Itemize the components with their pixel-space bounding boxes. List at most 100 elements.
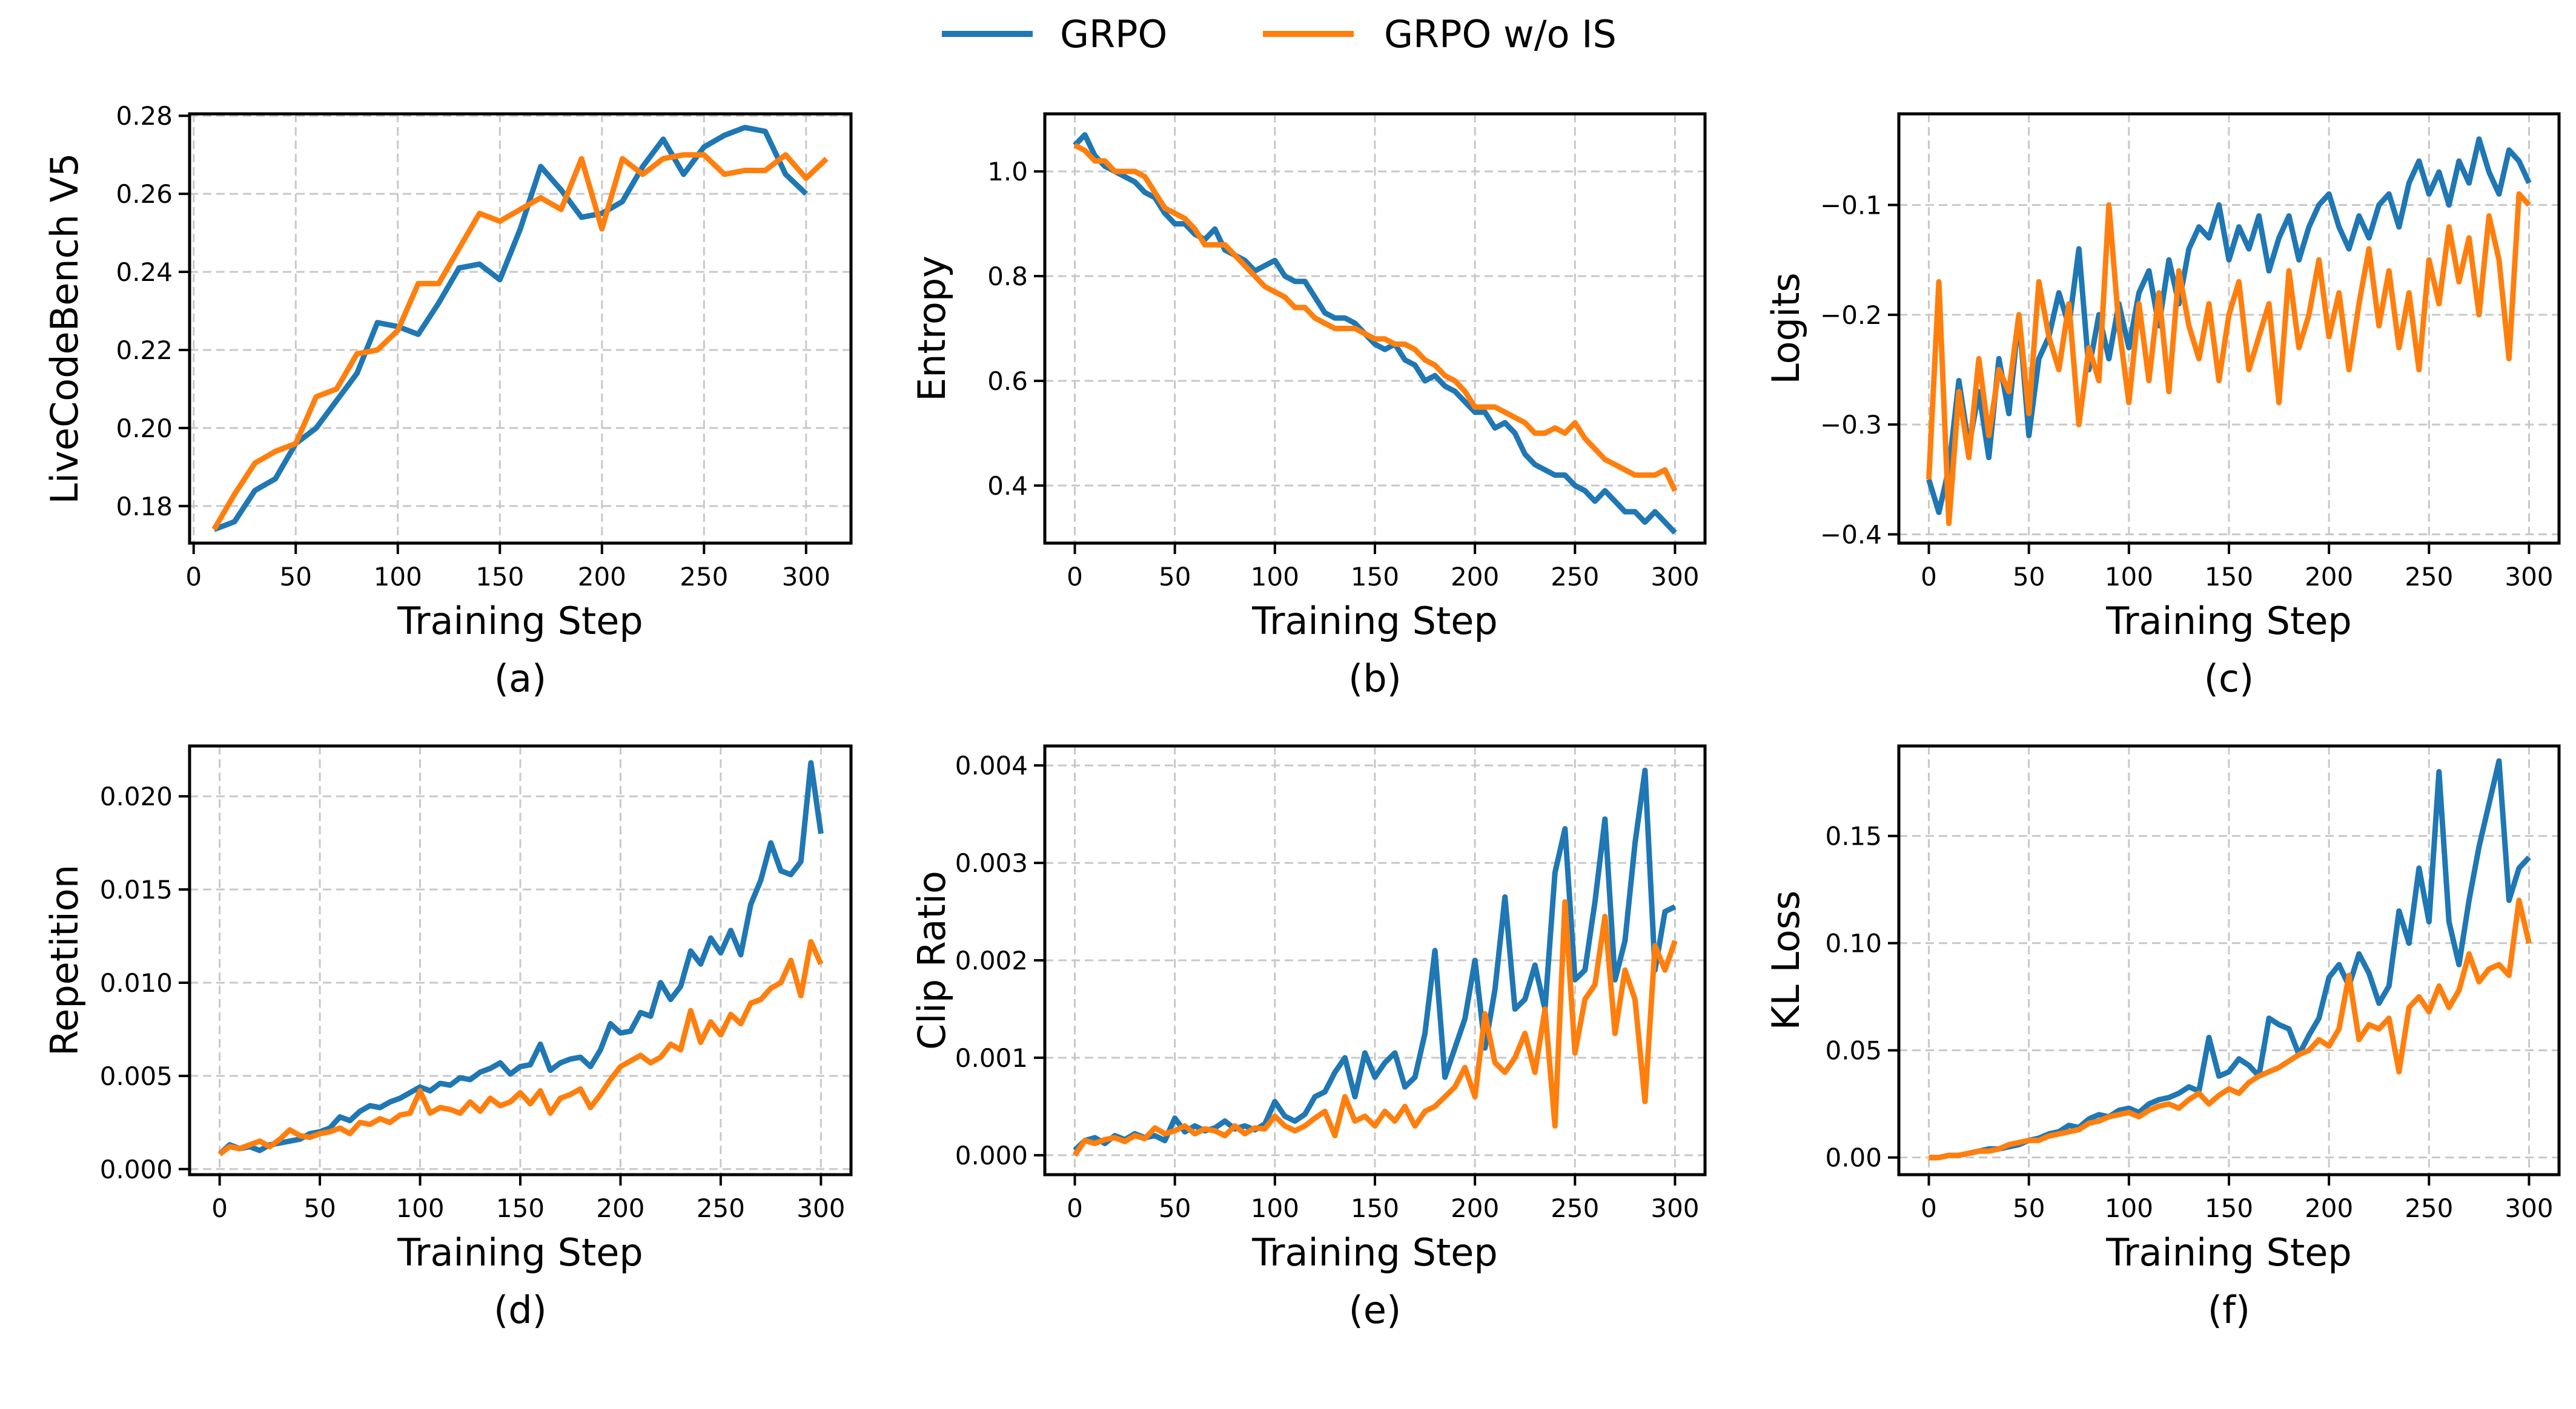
y-tick-label: 0.22 [116, 335, 173, 365]
legend-entry: GRPO w/o IS [1263, 12, 1617, 56]
x-tick-label: 300 [2505, 1193, 2553, 1223]
series-group [1929, 758, 2532, 1161]
x-tick-label: 200 [578, 562, 626, 592]
y-tick-label: 0.05 [1825, 1036, 1882, 1066]
series-group [217, 760, 824, 1157]
x-axis-label: Training Step [397, 599, 643, 643]
panel-label: (f) [2208, 1288, 2250, 1332]
x-tick-label: 200 [1451, 1193, 1499, 1223]
y-axis-label: Entropy [910, 256, 954, 401]
y-tick-label: 0.002 [955, 946, 1028, 975]
y-tick-label: 0.010 [100, 968, 173, 998]
y-tick-label: 0.4 [987, 471, 1028, 501]
series-line-grpo [213, 125, 809, 532]
x-tick-label: 300 [1651, 1193, 1699, 1223]
subplot-a: 0 50 100 150 200 250 300 0.18 0.20 0.22 0.24 0.26 0.… [42, 101, 853, 701]
x-tick-label: 100 [1251, 1193, 1299, 1223]
x-tick-label: 100 [2105, 562, 2153, 592]
legend-entry: GRPO [942, 12, 1167, 56]
y-tick-label: 0.003 [955, 848, 1028, 878]
axes-frame [188, 112, 853, 545]
x-tick-label: 300 [2505, 562, 2553, 592]
y-axis-label: KL Loss [1764, 891, 1808, 1031]
series-line-grpo-wo-is [211, 152, 829, 531]
x-tick-label: 150 [1351, 1193, 1399, 1223]
x-tick-label: 250 [2405, 562, 2453, 592]
y-tick-label: 0.000 [100, 1155, 173, 1184]
series-group [1072, 767, 1678, 1157]
x-tick-label: 50 [2013, 562, 2045, 592]
x-tick-label: 250 [1551, 1193, 1599, 1223]
subplot-f: 0 50 100 150 200 250 300 0.00 0.05 0.10 0.15 Traini… [1764, 744, 2561, 1332]
y-tick-label: 0.6 [987, 366, 1028, 396]
series-line-grpo-wo-is [217, 939, 824, 1157]
y-axis-label: Clip Ratio [910, 871, 954, 1050]
series-line-grpo [1926, 136, 2532, 515]
x-tick-label: 100 [1251, 562, 1299, 592]
x-tick-label: 100 [396, 1193, 444, 1223]
x-tick-label: 0 [1067, 1193, 1083, 1223]
x-tick-label: 200 [2305, 1193, 2353, 1223]
x-axis-label: Training Step [2105, 599, 2352, 643]
series-group [1073, 132, 1678, 535]
x-tick-label: 0 [1921, 1193, 1937, 1223]
y-tick-label: 0.15 [1825, 822, 1882, 851]
y-tick-label: −0.2 [1820, 300, 1882, 330]
x-axis-label: Training Step [1251, 1230, 1498, 1275]
x-tick-label: 100 [2105, 1193, 2153, 1223]
series-line-grpo-wo-is [1926, 191, 2531, 526]
y-axis-label: Repetition [42, 865, 87, 1056]
y-tick-label: 0.015 [100, 875, 173, 905]
legend: GRPO GRPO w/o IS [942, 12, 1617, 56]
y-tick-label: −0.3 [1820, 410, 1882, 440]
panel-label: (e) [1349, 1288, 1402, 1332]
y-axis-label: Logits [1764, 272, 1808, 384]
x-tick-label: 300 [796, 1193, 845, 1223]
x-tick-label: 200 [2305, 562, 2353, 592]
x-axis-label: Training Step [397, 1230, 643, 1275]
y-tick-label: 0.24 [116, 257, 173, 287]
y-tick-label: 0.020 [100, 782, 173, 811]
x-tick-label: 300 [782, 562, 830, 592]
subplots-grid: 0 50 100 150 200 250 300 0.18 0.20 0.22 0.24 0.26 0.… [42, 101, 2561, 1332]
x-tick-label: 200 [1451, 562, 1499, 592]
panel-label: (c) [2204, 656, 2254, 701]
y-axis-label: LiveCodeBench V5 [42, 153, 87, 504]
legend-label: GRPO [1060, 12, 1167, 56]
x-axis-label: Training Step [1251, 599, 1498, 643]
x-tick-label: 250 [680, 562, 728, 592]
y-tick-label: 0.8 [987, 262, 1028, 291]
x-tick-label: 150 [2205, 1193, 2253, 1223]
x-tick-label: 0 [1067, 562, 1083, 592]
x-tick-label: 150 [475, 562, 524, 592]
legend-label: GRPO w/o IS [1384, 12, 1617, 56]
x-tick-label: 250 [697, 1193, 745, 1223]
subplot-d: 0 50 100 150 200 250 300 0.000 0.005 0.010 0.015 0.… [42, 744, 853, 1332]
y-tick-label: 0.28 [116, 101, 173, 131]
y-tick-label: 0.20 [116, 414, 173, 443]
x-tick-label: 0 [211, 1193, 228, 1223]
x-tick-label: 50 [303, 1193, 336, 1223]
y-tick-label: 0.10 [1825, 929, 1882, 959]
series-line-grpo [1073, 767, 1677, 1153]
y-tick-label: 0.26 [116, 179, 173, 209]
x-axis-label: Training Step [2105, 1230, 2352, 1275]
x-tick-label: 300 [1651, 562, 1699, 592]
y-tick-label: −0.1 [1820, 191, 1882, 220]
y-tick-label: 0.18 [116, 492, 173, 521]
series-group [1926, 136, 2532, 526]
panel-label: (d) [494, 1288, 547, 1332]
panel-label: (b) [1348, 656, 1402, 701]
x-tick-label: 200 [596, 1193, 644, 1223]
subplot-e: 0 50 100 150 200 250 300 0.000 0.001 0.002 0.003 0.… [910, 744, 1707, 1332]
x-tick-label: 50 [2013, 1193, 2045, 1223]
x-tick-label: 50 [1159, 562, 1191, 592]
series-line-grpo-wo-is [1072, 899, 1678, 1157]
x-tick-label: 150 [1351, 562, 1399, 592]
series-line-grpo-wo-is [1073, 142, 1678, 492]
panel-label: (a) [494, 656, 546, 701]
subplot-b: 0 50 100 150 200 250 300 0.4 0.6 0.8 1.0 Training S… [910, 112, 1707, 701]
x-tick-label: 50 [1159, 1193, 1191, 1223]
y-tick-label: 1.0 [987, 157, 1028, 186]
